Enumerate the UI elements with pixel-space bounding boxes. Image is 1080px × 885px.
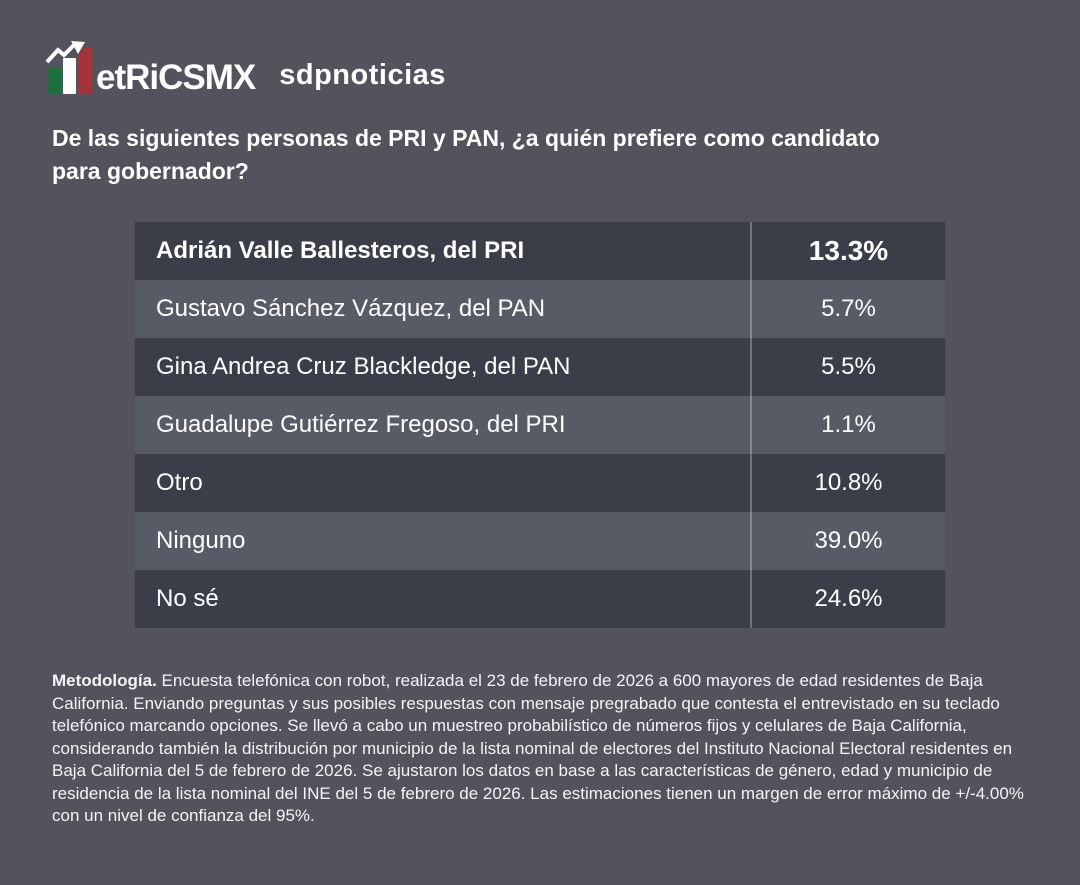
candidate-label: Adrián Valle Ballesteros, del PRI [135, 222, 752, 280]
partner-logo-sdpnoticias: sdpnoticias [279, 59, 446, 91]
brand-bar-red [78, 47, 91, 94]
methodology-text: Encuesta telefónica con robot, realizada… [52, 671, 1024, 825]
brand-logotype: etRiCSMX [96, 57, 256, 97]
option-label: Ninguno [135, 512, 752, 570]
brand-bar-green [48, 68, 61, 94]
table-row: Guadalupe Gutiérrez Fregoso, del PRI 1.1… [135, 396, 945, 454]
result-value: 1.1% [821, 411, 876, 438]
result-value: 10.8% [814, 469, 883, 496]
result-value: 13.3% [808, 235, 889, 266]
table-row: No sé 24.6% [135, 570, 945, 628]
table-row: Adrián Valle Ballesteros, del PRI 13.3% [135, 222, 945, 280]
methodology-note: Metodología. Encuesta telefónica con rob… [52, 670, 1042, 828]
methodology-label: Metodología. [52, 671, 157, 690]
poll-question-title: De las siguientes personas de PRI y PAN,… [52, 125, 880, 184]
table-row: Ninguno 39.0% [135, 512, 945, 570]
candidate-label: Gustavo Sánchez Vázquez, del PAN [135, 280, 752, 338]
result-value: 5.7% [821, 295, 876, 322]
table-row: Gina Andrea Cruz Blackledge, del PAN 5.5… [135, 338, 945, 396]
table-row: Gustavo Sánchez Vázquez, del PAN 5.7% [135, 280, 945, 338]
option-label: No sé [135, 570, 752, 628]
table-row: Otro 10.8% [135, 454, 945, 512]
candidate-label: Gina Andrea Cruz Blackledge, del PAN [135, 338, 752, 396]
result-value: 39.0% [814, 527, 883, 554]
header-brand-row: etRiCSMX sdpnoticias [45, 41, 446, 97]
candidate-label: Guadalupe Gutiérrez Fregoso, del PRI [135, 396, 752, 454]
results-table: Adrián Valle Ballesteros, del PRI 13.3% … [135, 222, 945, 628]
result-value: 24.6% [814, 585, 883, 612]
option-label: Otro [135, 454, 752, 512]
brand-bar-white [63, 58, 76, 94]
growth-arrow-icon [45, 41, 85, 64]
result-value: 5.5% [821, 353, 876, 380]
metricsmx-logo-icon [45, 41, 96, 96]
bar-chart-icon [48, 47, 91, 94]
